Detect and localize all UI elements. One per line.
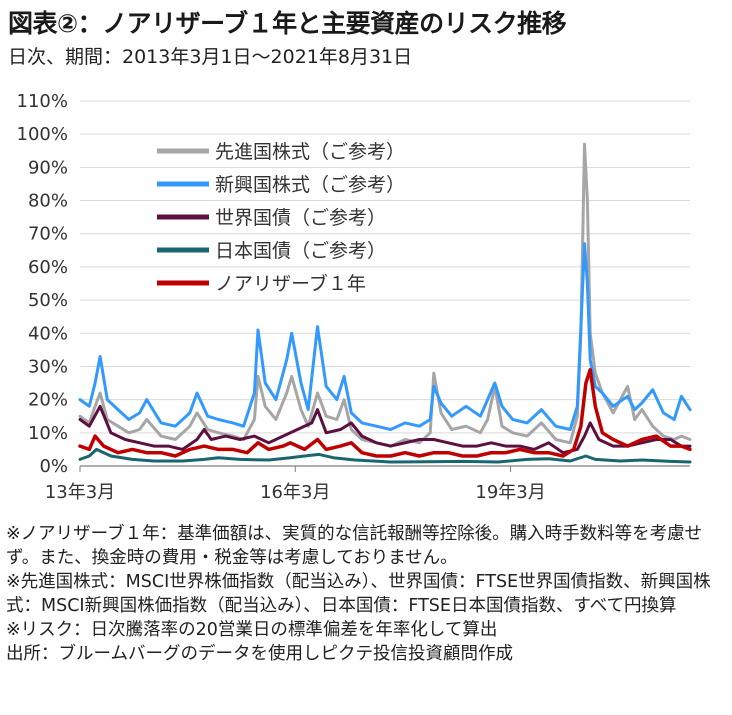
chart-svg: 0% 10% 20% 30% 40% 50% 60% 70% 80% 90% 100% 110% 13年… <box>17 91 692 503</box>
y-tick-label: 70% <box>28 224 68 245</box>
legend-label: 新興国株式（ご参考） <box>215 174 405 196</box>
y-tick-label: 10% <box>28 423 68 444</box>
legend-label: ノアリザーブ１年 <box>215 272 366 295</box>
footnote-noah-reserve: ※ノアリザーブ１年：基準価額は、実質的な信託報酬等控除後。購入時手数料等を考慮せ… <box>6 524 703 568</box>
x-tick-label: 16年3月 <box>260 482 330 503</box>
y-tick-label: 80% <box>28 191 68 212</box>
y-tick-label: 30% <box>28 356 68 377</box>
y-tick-label: 90% <box>28 157 68 178</box>
series-line-4 <box>78 368 692 458</box>
series-line-1 <box>78 242 692 431</box>
x-tick-label: 19年3月 <box>475 482 545 503</box>
y-tick-label: 0% <box>39 456 68 477</box>
footnote-risk: ※リスク：日次騰落率の20営業日の標準偏差を年率化して算出 <box>6 620 498 640</box>
y-tick-label: 40% <box>28 323 68 344</box>
series-line-2 <box>78 404 692 455</box>
series-line-3 <box>78 447 692 464</box>
footnote-source: 出所：ブルームバーグのデータを使用しピクテ投信投資顧問作成 <box>6 644 513 664</box>
chart-subtitle: 日次、期間：2013年3月1日～2021年8月31日 <box>8 46 413 68</box>
legend-label: 世界国債（ご参考） <box>215 207 386 229</box>
footnotes: ※ノアリザーブ１年：基準価額は、実質的な信託報酬等控除後。購入時手数料等を考慮せ… <box>6 522 728 666</box>
y-tick-label: 50% <box>28 290 68 311</box>
chart-title: 図表②：ノアリザーブ１年と主要資産のリスク推移 <box>8 9 567 38</box>
footnote-indices: ※先進国株式：MSCI世界株価指数（配当込み）、世界国債：FTSE世界国債指数、… <box>6 572 711 616</box>
x-tick-label: 13年3月 <box>45 482 115 503</box>
y-tick-label: 100% <box>17 124 68 145</box>
y-tick-label: 110% <box>17 91 68 112</box>
y-tick-label: 60% <box>28 257 68 278</box>
legend-label: 日本国債（ご参考） <box>215 240 386 262</box>
y-tick-label: 20% <box>28 390 68 411</box>
legend-label: 先進国株式（ご参考） <box>215 141 405 163</box>
